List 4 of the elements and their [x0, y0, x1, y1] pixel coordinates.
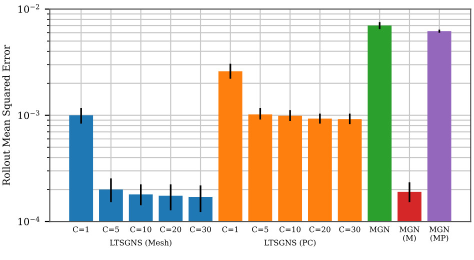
- y-axis-title: Rollout Mean Squared Error: [2, 44, 12, 186]
- y-tick-label: 10$^{−3}$: [18, 110, 40, 120]
- y-tick-label: 10$^{−4}$: [18, 216, 40, 226]
- y-tick-label: 10$^{−2}$: [18, 4, 40, 13]
